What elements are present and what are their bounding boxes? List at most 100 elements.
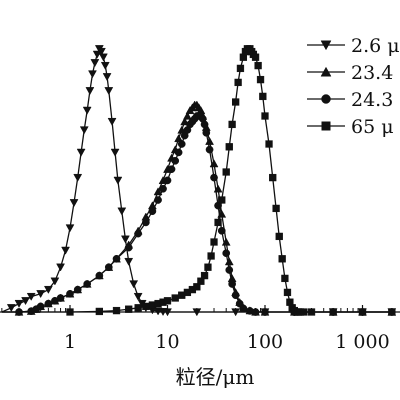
data-point-square [222,168,230,176]
data-point-square [210,238,218,246]
data-point-circle [56,294,65,302]
data-point-square [231,98,240,106]
data-point-circle [112,254,121,263]
data-point-triangle-down [107,117,117,126]
data-point-triangle-down [96,47,106,56]
data-point-triangle-down [26,292,36,301]
legend-item: 24.3 [307,89,393,111]
data-point-circle [154,196,162,204]
data-point-triangle-down [124,257,134,266]
data-point-triangle-down [88,70,97,79]
data-point-circle [202,128,211,137]
data-point-square [197,277,205,285]
data-point-triangle-down [104,87,114,96]
data-point-circle [163,176,172,185]
x-tick-label: 100 [247,331,283,353]
data-point-square [265,140,273,148]
data-point-square [193,283,201,291]
legend-marker-triangle-up [320,66,332,77]
data-point-square [218,196,226,204]
data-point-triangle-down [43,285,53,294]
series-line-2 [1,104,392,313]
data-point-triangle-down [65,224,75,233]
data-point-square [251,53,260,61]
data-point-square [269,173,277,182]
data-point-triangle-down [113,176,123,185]
data-point-triangle-down [73,173,83,182]
data-point-square [259,92,267,101]
data-point-square [272,204,280,213]
data-point-circle [228,280,236,288]
data-point-circle [222,249,231,258]
data-point-square [200,271,209,280]
data-point-triangle-down [82,106,92,115]
x-tick-label: 10 [155,331,179,353]
data-point-square [261,112,269,120]
data-point-square [275,232,283,241]
data-point-square [204,263,212,271]
data-point-triangle-down [36,290,46,299]
data-point-triangle-down [14,299,24,308]
data-point-triangle-down [76,148,86,157]
data-point-circle [200,120,209,129]
data-point-circle [217,226,226,235]
data-point-square [214,218,222,227]
legend-item: 65 μ [307,116,394,138]
x-axis-title: 粒径/μm [176,365,255,389]
legend-label: 65 μ [351,116,394,138]
data-point-triangle-down [50,277,60,286]
x-tick-label: 1 [64,331,76,353]
data-point-triangle-down [129,280,139,289]
data-point-square [207,252,215,260]
data-point-square [171,294,179,302]
data-point-triangle-down [98,53,108,62]
data-point-triangle-down [110,148,120,157]
data-point-triangle-up [182,111,192,120]
data-point-circle [177,140,186,148]
data-point-circle [44,299,53,308]
data-point-triangle-up [224,257,234,266]
data-point-square [281,274,289,283]
data-point-triangle-down [69,199,79,208]
data-point-triangle-up [153,187,163,196]
data-point-circle [148,207,157,216]
data-point-triangle-down [79,126,89,135]
plot-series [1,45,397,317]
data-point-circle [124,243,133,252]
data-point-circle [159,184,167,193]
data-point-circle [167,165,176,174]
legend-item: 2.6 μ [307,35,400,57]
data-point-circle [95,271,104,280]
data-point-square [254,61,262,70]
data-point-triangle-down [61,246,70,255]
data-point-square [278,255,286,263]
legend: 2.6 μ 23.4 24.3 65 μ [307,35,400,138]
series-line-4 [1,48,392,313]
data-point-square [236,64,245,73]
data-point-circle [83,280,92,288]
data-point-circle [134,229,142,238]
data-point-triangle-down [102,73,112,82]
x-tick-label: 1 000 [335,331,389,353]
data-point-triangle-down [100,61,110,70]
data-point-triangle-down [21,297,30,306]
data-point-circle [225,266,234,274]
data-point-circle [171,156,180,165]
data-point-square [225,143,233,151]
data-point-square [283,288,292,297]
data-point-circle [73,285,82,294]
series-line-3 [1,115,392,313]
legend-label: 2.6 μ [351,35,400,57]
data-point-triangle-down [6,304,16,313]
data-point-square [228,120,236,129]
data-point-triangle-down [90,59,100,68]
data-point-circle [210,173,218,182]
series-4 [1,45,396,316]
x-axis-ticks: 1 10 100 1 000 [1,305,393,353]
data-point-triangle-down [133,292,143,301]
data-point-triangle-down [56,263,65,272]
legend-marker-triangle-down [320,40,332,51]
data-point-triangle-down [117,207,127,216]
legend-marker-circle [321,94,331,104]
